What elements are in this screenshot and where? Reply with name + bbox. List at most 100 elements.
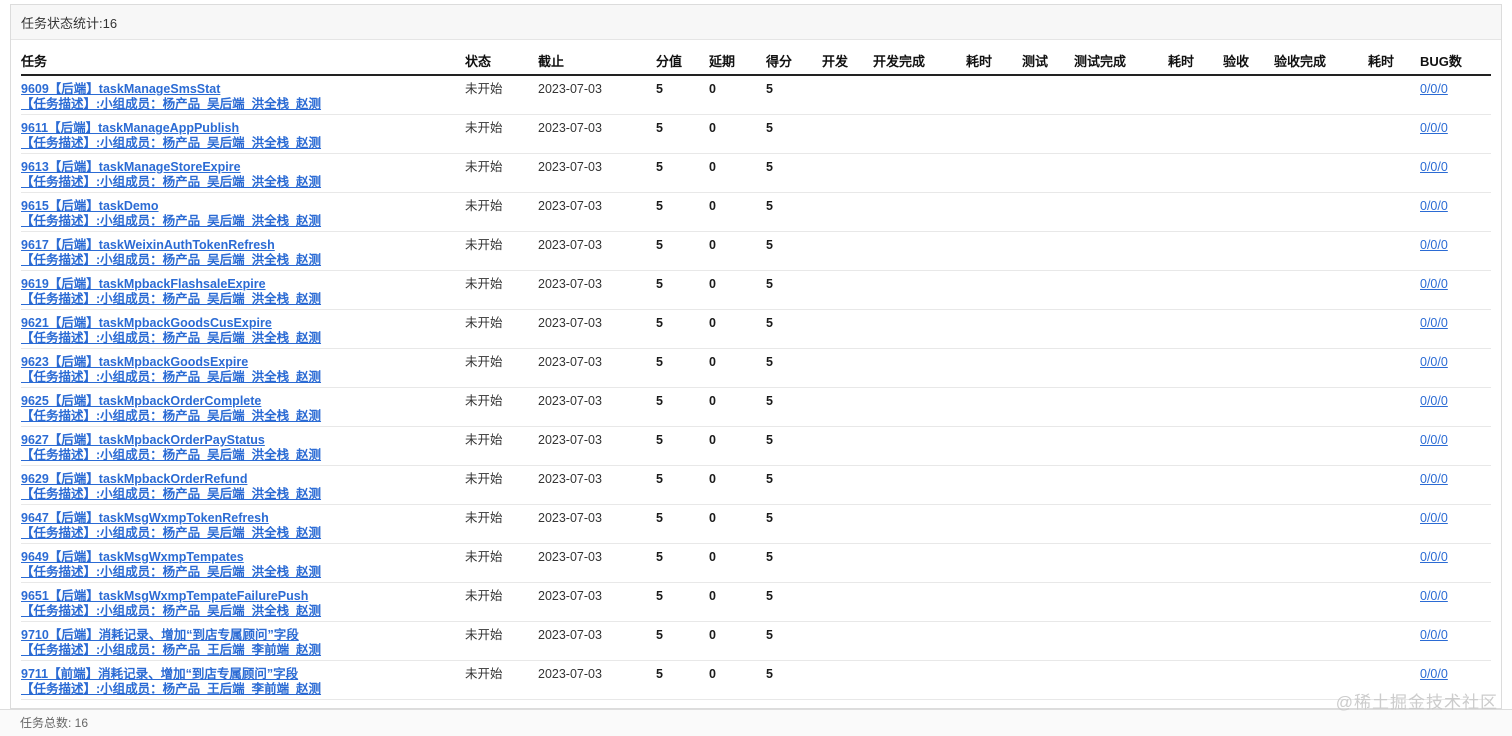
dev_done-cell bbox=[873, 231, 966, 271]
task-desc-link[interactable]: 【任务描述】:小组成员：杨产品_吴后端_洪全栈_赵测 bbox=[21, 213, 322, 228]
task-desc-link[interactable]: 【任务描述】:小组成员：杨产品_吴后端_洪全栈_赵测 bbox=[21, 291, 322, 306]
accept_done-cell bbox=[1274, 504, 1368, 544]
task-desc-link[interactable]: 【任务描述】:小组成员：杨产品_吴后端_洪全栈_赵测 bbox=[21, 447, 322, 462]
task-link[interactable]: 9623【后端】taskMpbackGoodsExpire bbox=[21, 355, 249, 369]
bug-count-link[interactable]: 0/0/0 bbox=[1420, 433, 1448, 447]
bug-count-link[interactable]: 0/0/0 bbox=[1420, 628, 1448, 642]
bugs-cell: 0/0/0 bbox=[1420, 114, 1491, 154]
task-desc-link[interactable]: 【任务描述】:小组成员：杨产品_吴后端_洪全栈_赵测 bbox=[21, 369, 322, 384]
task-link[interactable]: 9615【后端】taskDemo bbox=[21, 199, 159, 213]
bug-count-link[interactable]: 0/0/0 bbox=[1420, 550, 1448, 564]
task-desc-link[interactable]: 【任务描述】:小组成员：杨产品_吴后端_洪全栈_赵测 bbox=[21, 135, 322, 150]
bug-count-link[interactable]: 0/0/0 bbox=[1420, 394, 1448, 408]
title-cell: 9651【后端】taskMsgWxmpTempateFailurePush 【任务… bbox=[21, 582, 465, 622]
dev_hours-cell bbox=[966, 270, 1022, 310]
task-desc-link[interactable]: 【任务描述】:小组成员：杨产品_王后端_李前端_赵测 bbox=[21, 681, 322, 696]
table-row: 9625【后端】taskMpbackOrderComplete 【任务描述】:小组… bbox=[21, 387, 1491, 427]
deadline-cell: 2023-07-03 bbox=[538, 465, 656, 505]
task-desc-link[interactable]: 【任务描述】:小组成员：杨产品_王后端_李前端_赵测 bbox=[21, 642, 322, 657]
status-cell: 未开始 bbox=[465, 309, 538, 349]
task-link[interactable]: 9711【前端】消耗记录、增加“到店专属顾问”字段 bbox=[21, 667, 299, 681]
bug-count-link[interactable]: 0/0/0 bbox=[1420, 472, 1448, 486]
task-link[interactable]: 9649【后端】taskMsgWxmpTempates bbox=[21, 550, 244, 564]
deadline-cell: 2023-07-03 bbox=[538, 309, 656, 349]
test-cell bbox=[1022, 543, 1074, 583]
task-desc-link[interactable]: 【任务描述】:小组成员：杨产品_吴后端_洪全栈_赵测 bbox=[21, 408, 322, 423]
bug-count-link[interactable]: 0/0/0 bbox=[1420, 511, 1448, 525]
bugs-cell: 0/0/0 bbox=[1420, 387, 1491, 427]
test_hours-cell bbox=[1168, 348, 1223, 388]
test_hours-cell bbox=[1168, 114, 1223, 154]
test_hours-cell bbox=[1168, 543, 1223, 583]
delay-cell: 0 bbox=[709, 543, 766, 583]
dev-cell bbox=[822, 582, 873, 622]
task-link[interactable]: 9619【后端】taskMpbackFlashsaleExpire bbox=[21, 277, 266, 291]
test_hours-cell bbox=[1168, 231, 1223, 271]
bug-count-link[interactable]: 0/0/0 bbox=[1420, 199, 1448, 213]
dev_hours-cell bbox=[966, 153, 1022, 193]
deadline-cell: 2023-07-03 bbox=[538, 504, 656, 544]
test-cell bbox=[1022, 75, 1074, 115]
test_hours-cell bbox=[1168, 387, 1223, 427]
test-cell bbox=[1022, 153, 1074, 193]
status-cell: 未开始 bbox=[465, 387, 538, 427]
test_done-cell bbox=[1074, 660, 1168, 700]
bug-count-link[interactable]: 0/0/0 bbox=[1420, 277, 1448, 291]
accept_done-cell bbox=[1274, 153, 1368, 193]
dev_done-cell bbox=[873, 75, 966, 115]
score-cell: 5 bbox=[656, 75, 709, 115]
title-cell: 9625【后端】taskMpbackOrderComplete 【任务描述】:小组… bbox=[21, 387, 465, 427]
task-link[interactable]: 9611【后端】taskManageAppPublish bbox=[21, 121, 240, 135]
dev_hours-cell bbox=[966, 426, 1022, 466]
task-link[interactable]: 9647【后端】taskMsgWxmpTokenRefresh bbox=[21, 511, 269, 525]
task-desc-link[interactable]: 【任务描述】:小组成员：杨产品_吴后端_洪全栈_赵测 bbox=[21, 96, 322, 111]
bug-count-link[interactable]: 0/0/0 bbox=[1420, 82, 1448, 96]
bugs-cell: 0/0/0 bbox=[1420, 621, 1491, 661]
panel-body: 任务 状态 截止 分值 延期 得分 开发 开发完成 耗时 测试 测试完成 耗时 验收 验收完成 耗时 BUG数… bbox=[11, 40, 1501, 700]
points-cell: 5 bbox=[766, 75, 822, 115]
task-desc-link[interactable]: 【任务描述】:小组成员：杨产品_吴后端_洪全栈_赵测 bbox=[21, 174, 322, 189]
accept_done-cell bbox=[1274, 621, 1368, 661]
bug-count-link[interactable]: 0/0/0 bbox=[1420, 238, 1448, 252]
task-link[interactable]: 9613【后端】taskManageStoreExpire bbox=[21, 160, 241, 174]
bug-count-link[interactable]: 0/0/0 bbox=[1420, 316, 1448, 330]
test-cell bbox=[1022, 387, 1074, 427]
task-link[interactable]: 9609【后端】taskManageSmsStat bbox=[21, 82, 221, 96]
task-link[interactable]: 9625【后端】taskMpbackOrderComplete bbox=[21, 394, 262, 408]
task-link[interactable]: 9710【后端】消耗记录、增加“到店专属顾问”字段 bbox=[21, 628, 299, 642]
score-cell: 5 bbox=[656, 309, 709, 349]
column-header-dev_done: 开发完成 bbox=[873, 40, 966, 76]
task-desc-link[interactable]: 【任务描述】:小组成员：杨产品_吴后端_洪全栈_赵测 bbox=[21, 486, 322, 501]
table-row: 9651【后端】taskMsgWxmpTempateFailurePush 【任务… bbox=[21, 582, 1491, 622]
task-link[interactable]: 9651【后端】taskMsgWxmpTempateFailurePush bbox=[21, 589, 309, 603]
task-desc-link[interactable]: 【任务描述】:小组成员：杨产品_吴后端_洪全栈_赵测 bbox=[21, 603, 322, 618]
task-link[interactable]: 9621【后端】taskMpbackGoodsCusExpire bbox=[21, 316, 272, 330]
task-desc-link[interactable]: 【任务描述】:小组成员：杨产品_吴后端_洪全栈_赵测 bbox=[21, 525, 322, 540]
bug-count-link[interactable]: 0/0/0 bbox=[1420, 355, 1448, 369]
bug-count-link[interactable]: 0/0/0 bbox=[1420, 121, 1448, 135]
task-desc-link[interactable]: 【任务描述】:小组成员：杨产品_吴后端_洪全栈_赵测 bbox=[21, 564, 322, 579]
status-cell: 未开始 bbox=[465, 504, 538, 544]
deadline-cell: 2023-07-03 bbox=[538, 270, 656, 310]
bugs-cell: 0/0/0 bbox=[1420, 660, 1491, 700]
dev-cell bbox=[822, 426, 873, 466]
dev_hours-cell bbox=[966, 387, 1022, 427]
points-cell: 5 bbox=[766, 621, 822, 661]
delay-cell: 0 bbox=[709, 426, 766, 466]
task-desc-link[interactable]: 【任务描述】:小组成员：杨产品_吴后端_洪全栈_赵测 bbox=[21, 330, 322, 345]
task-link[interactable]: 9629【后端】taskMpbackOrderRefund bbox=[21, 472, 248, 486]
task-link[interactable]: 9617【后端】taskWeixinAuthTokenRefresh bbox=[21, 238, 275, 252]
score-cell: 5 bbox=[656, 153, 709, 193]
task-link[interactable]: 9627【后端】taskMpbackOrderPayStatus bbox=[21, 433, 265, 447]
bug-count-link[interactable]: 0/0/0 bbox=[1420, 667, 1448, 681]
task-desc-link[interactable]: 【任务描述】:小组成员：杨产品_吴后端_洪全栈_赵测 bbox=[21, 252, 322, 267]
score-cell: 5 bbox=[656, 114, 709, 154]
bug-count-link[interactable]: 0/0/0 bbox=[1420, 160, 1448, 174]
title-cell: 9611【后端】taskManageAppPublish 【任务描述】:小组成员：… bbox=[21, 114, 465, 154]
bug-count-link[interactable]: 0/0/0 bbox=[1420, 589, 1448, 603]
bugs-cell: 0/0/0 bbox=[1420, 75, 1491, 115]
task-table: 任务 状态 截止 分值 延期 得分 开发 开发完成 耗时 测试 测试完成 耗时 验收 验收完成 耗时 BUG数… bbox=[21, 40, 1491, 700]
status-cell: 未开始 bbox=[465, 543, 538, 583]
accept-cell bbox=[1223, 582, 1274, 622]
table-row: 9711【前端】消耗记录、增加“到店专属顾问”字段 【任务描述】:小组成员：杨产品… bbox=[21, 660, 1491, 700]
